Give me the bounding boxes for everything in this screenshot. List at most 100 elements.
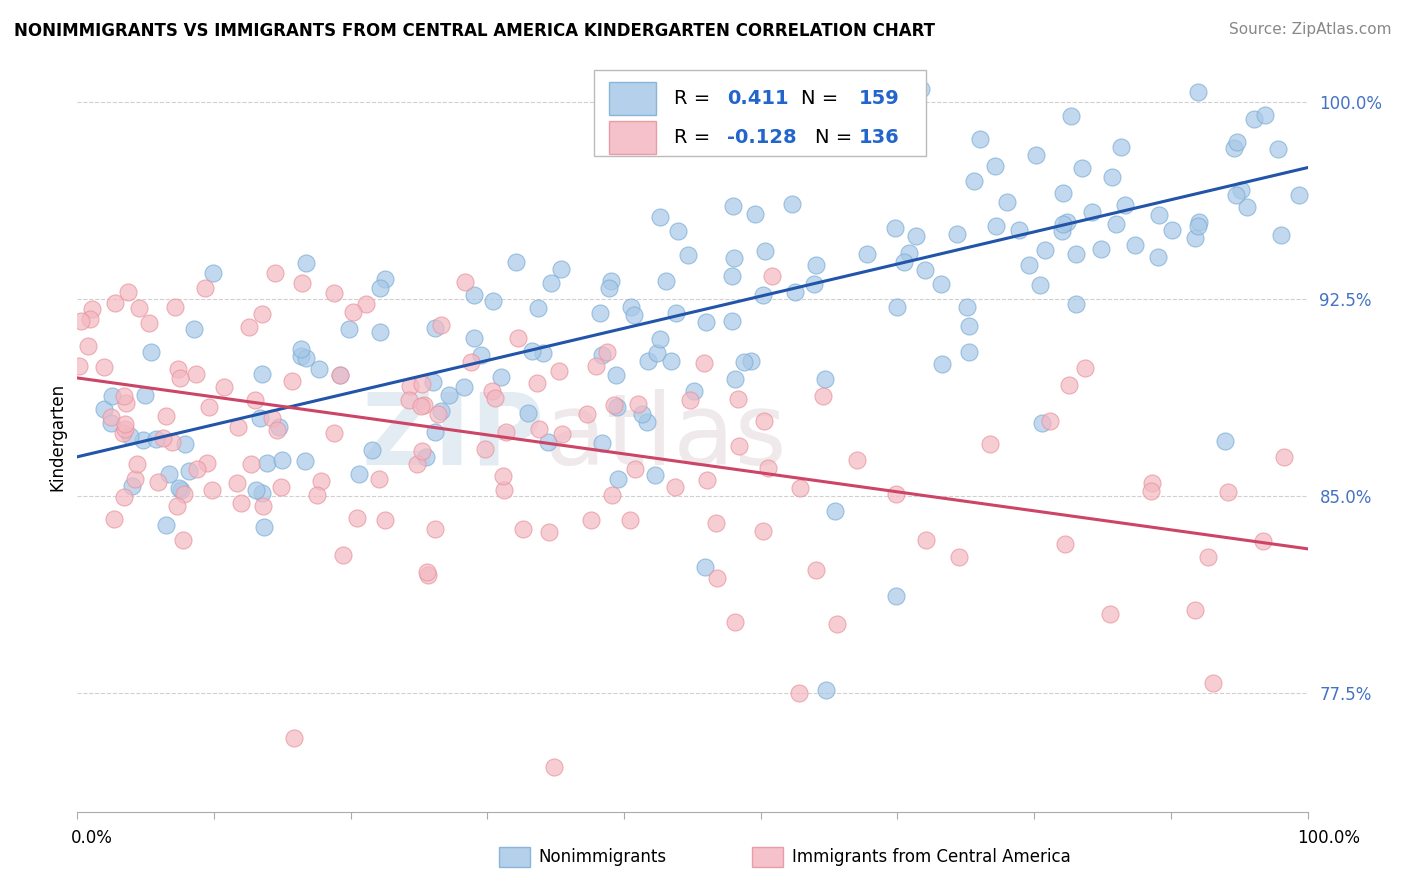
Point (538, 524, 561, 539)
Point (1033, 244, 1056, 258)
Point (398, 392, 420, 407)
Point (752, 414, 775, 428)
Point (676, 248, 699, 262)
Text: N =: N = (801, 89, 844, 108)
Point (602, 488, 624, 502)
Point (598, 281, 620, 295)
Point (744, 207, 766, 221)
Point (589, 306, 612, 320)
Point (1272, 450, 1295, 464)
Point (131, 433, 153, 447)
Point (1098, 607, 1121, 621)
Point (1160, 223, 1182, 237)
Point (329, 368, 352, 383)
Point (112, 426, 135, 441)
Point (806, 258, 828, 272)
Point (1147, 208, 1170, 222)
Point (125, 458, 148, 472)
Text: -0.128: -0.128 (727, 128, 797, 147)
Point (470, 349, 492, 363)
Point (752, 288, 775, 302)
Point (415, 565, 437, 579)
Point (1216, 484, 1239, 499)
Point (93, 359, 115, 374)
Point (904, 229, 927, 244)
Point (1090, 242, 1112, 256)
Text: 100.0%: 100.0% (1298, 829, 1360, 847)
Point (585, 359, 607, 373)
Point (957, 318, 980, 333)
Point (1187, 85, 1209, 99)
Point (845, 452, 868, 467)
Point (789, 481, 811, 495)
Point (368, 281, 391, 295)
Point (145, 432, 167, 446)
Point (512, 522, 534, 536)
Point (411, 444, 433, 458)
Point (619, 513, 641, 527)
Point (491, 469, 513, 483)
Point (1230, 183, 1253, 197)
Point (491, 370, 513, 384)
Point (1101, 169, 1123, 184)
Point (80, 301, 103, 316)
Point (1064, 297, 1087, 311)
Point (522, 343, 544, 358)
Point (814, 683, 837, 698)
Point (1146, 250, 1168, 264)
Point (915, 533, 938, 547)
Point (295, 351, 318, 366)
Point (664, 480, 686, 494)
Point (505, 255, 527, 269)
Point (704, 516, 727, 530)
Point (693, 560, 716, 574)
Point (537, 435, 560, 450)
Point (1071, 161, 1094, 175)
Point (637, 354, 659, 368)
Point (271, 453, 294, 467)
Point (723, 251, 745, 265)
Point (619, 300, 641, 314)
Point (883, 221, 905, 235)
Point (1105, 217, 1128, 231)
Text: R =: R = (673, 128, 717, 147)
Point (1056, 215, 1078, 229)
Point (957, 345, 980, 359)
Point (114, 388, 136, 402)
Point (463, 331, 485, 345)
Point (104, 295, 127, 310)
Point (603, 398, 626, 412)
Point (884, 589, 907, 603)
Point (167, 361, 190, 376)
Point (250, 307, 273, 321)
Point (430, 318, 453, 332)
Point (495, 425, 517, 440)
Point (678, 392, 700, 407)
Point (1029, 278, 1052, 293)
Point (884, 486, 907, 500)
Point (114, 417, 136, 431)
Point (661, 354, 683, 368)
Point (492, 483, 515, 497)
Point (1225, 188, 1247, 202)
Point (121, 478, 143, 492)
Point (155, 409, 177, 423)
FancyBboxPatch shape (595, 70, 927, 156)
Point (782, 197, 804, 211)
Point (226, 475, 249, 490)
Point (183, 322, 205, 336)
Point (693, 356, 716, 370)
Point (1050, 224, 1073, 238)
Point (547, 364, 569, 378)
Point (346, 511, 368, 525)
Point (606, 401, 628, 415)
Point (682, 384, 704, 399)
Point (454, 275, 477, 289)
Point (77, 339, 100, 353)
Point (332, 548, 354, 562)
Point (422, 375, 444, 389)
Point (152, 431, 174, 445)
Point (1114, 198, 1136, 212)
Point (1052, 217, 1074, 231)
Point (337, 321, 360, 335)
